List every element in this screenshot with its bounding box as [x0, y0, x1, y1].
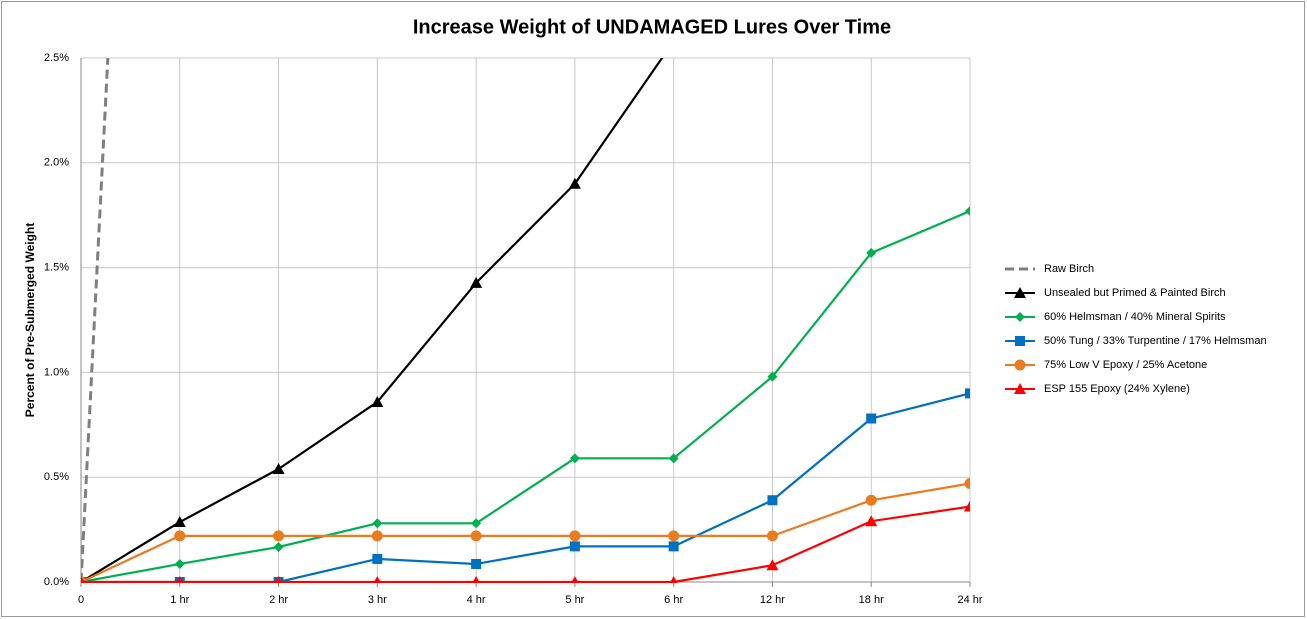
marker	[866, 413, 877, 424]
marker	[866, 247, 877, 258]
x-tick-label: 0	[78, 594, 84, 606]
y-tick-label: 1.0%	[44, 366, 69, 378]
marker	[964, 477, 970, 489]
marker	[274, 576, 283, 583]
marker	[371, 395, 384, 407]
y-tick-label: 0.5%	[44, 471, 69, 483]
marker	[273, 530, 285, 542]
legend-label: 50% Tung / 33% Turpentine / 17% Helmsman	[1044, 335, 1267, 347]
plot	[81, 58, 970, 583]
marker	[568, 177, 581, 189]
y-tick-label: 2.5%	[44, 52, 69, 64]
x-tick-label: 3 hr	[368, 594, 387, 606]
marker	[273, 541, 284, 552]
x-tick-label: 2 hr	[269, 594, 288, 606]
y-tick-label: 0.0%	[44, 576, 69, 588]
marker	[965, 388, 970, 399]
x-tick-label: 6 hr	[664, 594, 683, 606]
legend-label: 60% Helmsman / 40% Mineral Spirits	[1044, 311, 1226, 323]
x-tick-label: 18 hr	[859, 594, 884, 606]
series-line	[81, 209, 970, 583]
marker	[174, 530, 186, 542]
marker	[766, 559, 779, 571]
marker	[373, 576, 382, 583]
x-tick-label: 1 hr	[170, 594, 189, 606]
marker	[1014, 359, 1026, 371]
marker	[471, 518, 482, 529]
marker	[865, 515, 878, 527]
x-tick-label: 24 hr	[957, 594, 982, 606]
marker	[173, 516, 186, 528]
marker	[272, 463, 285, 475]
x-tick-label: 12 hr	[760, 594, 785, 606]
marker	[174, 558, 185, 569]
marker	[470, 530, 482, 542]
series-line	[81, 482, 970, 583]
legend-label: Raw Birch	[1044, 263, 1094, 275]
marker	[371, 530, 383, 542]
legend: Raw Birch Unsealed but Primed & Painted B…	[1005, 263, 1267, 395]
marker	[372, 553, 383, 564]
x-tick-label: 5 hr	[565, 594, 584, 606]
marker	[766, 530, 778, 542]
marker	[1015, 312, 1025, 322]
marker	[965, 206, 970, 217]
legend-label: Unsealed but Primed & Painted Birch	[1044, 287, 1226, 299]
marker	[470, 276, 483, 288]
y-tick-label: 1.5%	[44, 262, 69, 274]
marker	[472, 576, 480, 583]
marker	[175, 576, 184, 583]
marker	[669, 576, 678, 583]
y-axis-label: Percent of Pre-Submerged Weight	[23, 223, 37, 417]
legend-label: 75% Low V Epoxy / 25% Acetone	[1044, 359, 1207, 371]
marker	[569, 453, 580, 464]
marker	[865, 494, 877, 506]
marker	[372, 518, 383, 529]
marker	[767, 371, 778, 382]
marker	[668, 530, 680, 542]
marker	[1015, 336, 1025, 346]
chart-title: Increase Weight of UNDAMAGED Lures Over …	[413, 16, 891, 38]
marker	[668, 453, 679, 464]
y-tick-label: 2.0%	[44, 157, 69, 169]
marker	[767, 495, 778, 506]
series-line	[81, 505, 970, 583]
grid: 0 1 hr 2 hr 3 hr 4 hr 5 hr 6 hr 12 hr 18 hr 24 hr…	[44, 52, 983, 606]
marker	[668, 541, 679, 552]
marker	[1014, 287, 1026, 298]
marker	[471, 558, 482, 569]
marker	[81, 576, 85, 583]
marker	[964, 500, 970, 512]
marker	[1014, 383, 1026, 394]
marker	[569, 530, 581, 542]
x-tick-label: 4 hr	[467, 594, 486, 606]
legend-label: ESP 155 Epoxy (24% Xylene)	[1044, 383, 1190, 395]
marker	[571, 576, 579, 583]
marker	[569, 541, 580, 552]
